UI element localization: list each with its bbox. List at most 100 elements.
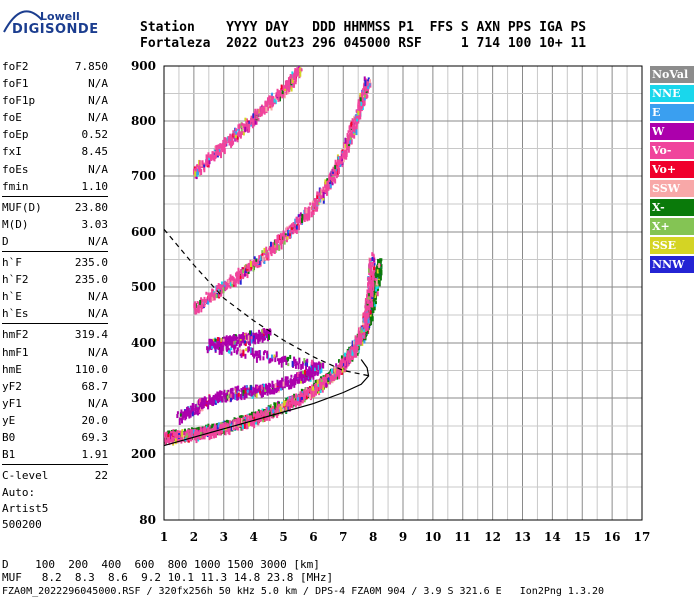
echo-point <box>332 176 335 182</box>
echo-point <box>282 356 285 360</box>
echo-point <box>296 397 299 402</box>
echo-point <box>251 347 254 354</box>
echo-point <box>229 422 232 426</box>
echo-point <box>214 432 217 438</box>
echo-point <box>366 289 369 294</box>
echo-point <box>228 427 231 431</box>
echo-point <box>376 276 379 281</box>
echo-point <box>237 278 240 283</box>
echo-point <box>294 218 297 224</box>
echo-point <box>255 258 258 262</box>
echo-point <box>362 88 365 94</box>
echo-point <box>230 346 233 351</box>
param-label: hmE <box>2 362 22 376</box>
echo-point <box>320 376 323 380</box>
echo-point <box>234 134 237 138</box>
echo-point <box>258 418 261 423</box>
echo-point <box>241 390 244 397</box>
echo-point <box>232 342 235 348</box>
echo-point <box>334 368 337 374</box>
echo-point <box>220 285 223 289</box>
echo-point <box>230 135 233 140</box>
legend-entry-nne: NNE <box>650 85 694 102</box>
echo-point <box>241 122 244 126</box>
echo-point <box>252 391 255 395</box>
echo-point <box>364 93 367 98</box>
echo-point <box>322 362 325 369</box>
echo-point <box>320 382 323 389</box>
echo-point <box>351 118 354 122</box>
echo-point <box>236 137 239 143</box>
echo-point <box>303 375 306 382</box>
param-label: foF2 <box>2 60 29 73</box>
echo-point <box>229 139 232 143</box>
echo-point <box>311 208 314 215</box>
echo-point <box>222 423 225 429</box>
echo-point <box>350 124 353 129</box>
echo-point <box>255 118 258 125</box>
echo-point <box>209 155 212 159</box>
echo-point <box>201 160 204 166</box>
echo-point <box>203 399 206 406</box>
echo-point <box>207 403 210 410</box>
echo-point <box>226 345 229 349</box>
echo-point <box>312 203 315 210</box>
echo-point <box>203 303 206 308</box>
echo-point <box>294 376 297 382</box>
echo-point <box>217 341 220 347</box>
echo-point <box>183 410 186 415</box>
echo-point <box>198 167 201 172</box>
echo-point <box>371 312 374 318</box>
echo-point <box>230 395 233 402</box>
echo-point <box>337 156 340 160</box>
echo-point <box>203 166 206 171</box>
echo-point <box>255 392 258 398</box>
echo-point <box>261 336 264 343</box>
echo-point <box>256 334 259 341</box>
echo-point <box>278 404 281 408</box>
echo-point <box>205 432 208 436</box>
echo-point <box>277 410 280 416</box>
echo-point <box>232 334 235 341</box>
echo-point <box>229 388 232 394</box>
echo-point <box>206 347 209 354</box>
echo-point <box>376 291 379 297</box>
echo-point <box>197 408 200 412</box>
echo-point <box>294 222 297 227</box>
param-value: 8.45 <box>81 145 109 159</box>
echo-point <box>184 431 187 436</box>
echo-point <box>254 261 257 267</box>
echo-point <box>334 159 337 165</box>
param-row: foEp 0.52 <box>2 126 108 143</box>
echo-point <box>369 273 372 280</box>
param-value: N/A <box>88 111 108 125</box>
echo-point <box>368 258 371 262</box>
echo-point <box>244 388 247 395</box>
echo-point <box>214 153 217 159</box>
echo-point <box>271 92 274 96</box>
echo-point <box>354 335 357 341</box>
echo-point <box>285 397 288 401</box>
y-tick-label: 700 <box>131 169 156 183</box>
echo-point <box>289 74 292 81</box>
echo-point <box>346 352 349 356</box>
echo-point <box>270 354 273 359</box>
echo-point <box>315 198 318 203</box>
echo-point <box>354 344 357 350</box>
echo-point <box>289 378 292 384</box>
echo-point <box>244 341 247 347</box>
echo-point <box>216 285 219 292</box>
echo-point <box>317 364 320 370</box>
echo-point <box>270 389 273 395</box>
echo-point <box>287 229 290 236</box>
echo-point <box>274 402 277 408</box>
echo-point <box>231 387 234 392</box>
echo-point <box>164 440 167 446</box>
echo-point <box>198 302 201 309</box>
param-value: 68.7 <box>81 379 109 393</box>
x-tick-label: 13 <box>514 530 531 544</box>
echo-point <box>220 424 223 430</box>
echo-point <box>288 384 291 390</box>
echo-point <box>344 141 347 148</box>
echo-point <box>367 279 370 286</box>
